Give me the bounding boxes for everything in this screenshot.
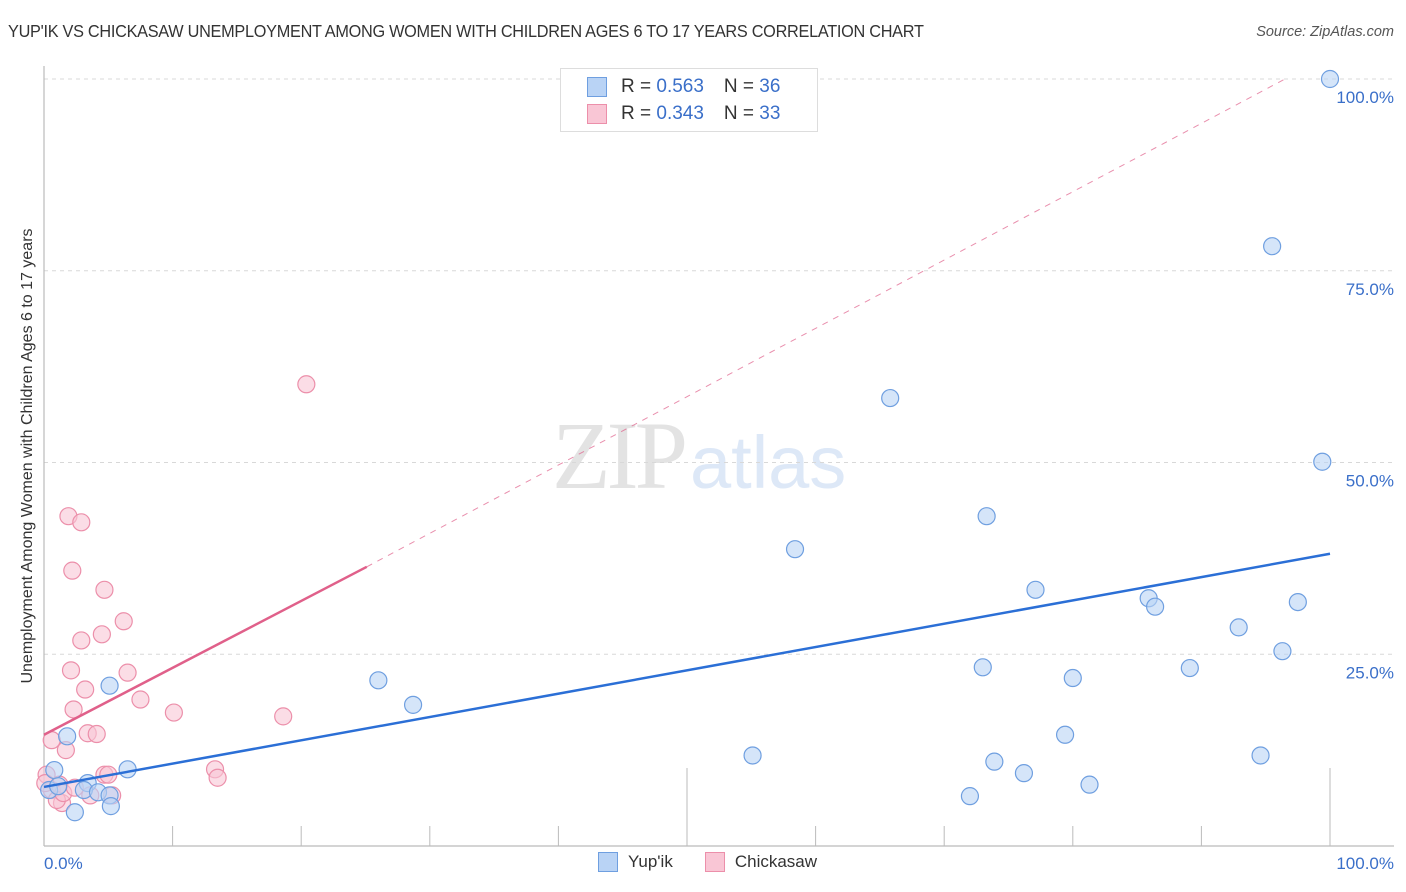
data-point[interactable] <box>131 690 150 709</box>
watermark-zip: ZIP <box>552 402 688 509</box>
data-point[interactable] <box>977 507 996 526</box>
data-point[interactable] <box>100 676 119 695</box>
data-point[interactable] <box>64 700 83 719</box>
data-point[interactable] <box>208 768 227 787</box>
data-point[interactable] <box>1313 452 1332 471</box>
data-point[interactable] <box>743 746 762 765</box>
chickasaw-n-value: 33 <box>759 103 781 124</box>
data-point[interactable] <box>45 760 64 780</box>
chickasaw-legend-swatch <box>704 852 725 872</box>
data-point[interactable] <box>1229 618 1248 637</box>
source-credit: Source: ZipAtlas.com <box>1256 24 1394 40</box>
data-point[interactable] <box>1080 775 1099 794</box>
chickasaw-swatch <box>587 104 607 124</box>
data-point[interactable] <box>72 513 91 532</box>
data-point[interactable] <box>164 703 183 722</box>
chickasaw-n-label: N = <box>723 103 760 124</box>
x-tick-label-min: 0.0% <box>44 854 83 873</box>
grid-lines <box>44 78 1394 655</box>
data-point[interactable] <box>985 752 1004 771</box>
data-point[interactable] <box>118 760 137 779</box>
yupik-legend-label: Yup'ik <box>628 852 673 871</box>
data-point[interactable] <box>87 724 106 744</box>
data-point[interactable] <box>72 631 91 650</box>
data-point[interactable] <box>63 561 82 580</box>
trend-lines <box>43 78 1331 789</box>
y-tick-labels: 25.0% 50.0% 75.0% 100.0% <box>1336 88 1394 682</box>
chickasaw-r-label: R = <box>621 103 657 124</box>
y-tick-label: 75.0% <box>1346 280 1394 299</box>
series-legend: Yup'ik Chickasaw <box>598 852 849 872</box>
chickasaw-legend-label: Chickasaw <box>734 852 818 871</box>
data-point[interactable] <box>1055 725 1075 744</box>
yupik-swatch <box>587 77 607 97</box>
data-point[interactable] <box>1063 668 1082 688</box>
chickasaw-trend-line <box>43 565 368 736</box>
yupik-n-label: N = <box>723 76 760 97</box>
data-point[interactable] <box>369 671 388 690</box>
data-point[interactable] <box>1273 642 1292 661</box>
yupik-r-value: 0.563 <box>656 76 704 97</box>
chickasaw-trend-extension <box>366 78 1286 568</box>
axes <box>43 66 1394 847</box>
data-point[interactable] <box>1180 658 1199 678</box>
data-point[interactable] <box>1026 580 1045 599</box>
data-point[interactable] <box>65 803 84 822</box>
data-point[interactable] <box>274 707 293 726</box>
data-point[interactable] <box>1263 237 1282 256</box>
correlation-legend: R = 0.563 N = 36 R = 0.343 N = 33 <box>560 68 818 132</box>
data-point[interactable] <box>61 661 81 680</box>
data-point[interactable] <box>1288 592 1307 612</box>
y-tick-label: 100.0% <box>1336 88 1394 107</box>
data-point[interactable] <box>95 580 114 599</box>
yupik-legend-swatch <box>598 852 618 872</box>
y-tick-label: 25.0% <box>1346 663 1394 682</box>
data-point[interactable] <box>1251 746 1270 765</box>
data-point[interactable] <box>960 787 980 806</box>
yupik-r-label: R = <box>621 76 657 97</box>
data-point[interactable] <box>101 797 120 816</box>
data-point[interactable] <box>297 375 316 394</box>
legend-row-yupik: R = 0.563 N = 36 <box>587 75 780 99</box>
data-point[interactable] <box>1014 764 1034 783</box>
data-point[interactable] <box>76 680 95 699</box>
yupik-trend-line <box>43 552 1331 789</box>
data-point[interactable] <box>1146 597 1165 616</box>
data-point[interactable] <box>58 727 77 746</box>
yupik-n-value: 36 <box>759 76 781 97</box>
x-tick-label-max: 100.0% <box>1336 854 1394 873</box>
legend-row-chickasaw: R = 0.343 N = 33 <box>587 102 780 126</box>
data-point[interactable] <box>92 625 111 644</box>
data-point[interactable] <box>973 658 992 677</box>
legend-item-yupik[interactable]: Yup'ik <box>598 852 673 872</box>
data-point[interactable] <box>1320 69 1340 89</box>
data-point[interactable] <box>403 695 423 714</box>
chickasaw-r-value: 0.343 <box>656 103 704 124</box>
data-point[interactable] <box>114 612 133 631</box>
data-point[interactable] <box>118 663 137 682</box>
y-tick-label: 50.0% <box>1346 472 1394 491</box>
legend-item-chickasaw[interactable]: Chickasaw <box>704 852 818 872</box>
yupik-points <box>40 69 1340 822</box>
chart-title: YUP'IK VS CHICKASAW UNEMPLOYMENT AMONG W… <box>8 21 924 41</box>
data-point[interactable] <box>881 388 900 408</box>
data-point[interactable] <box>785 540 805 559</box>
